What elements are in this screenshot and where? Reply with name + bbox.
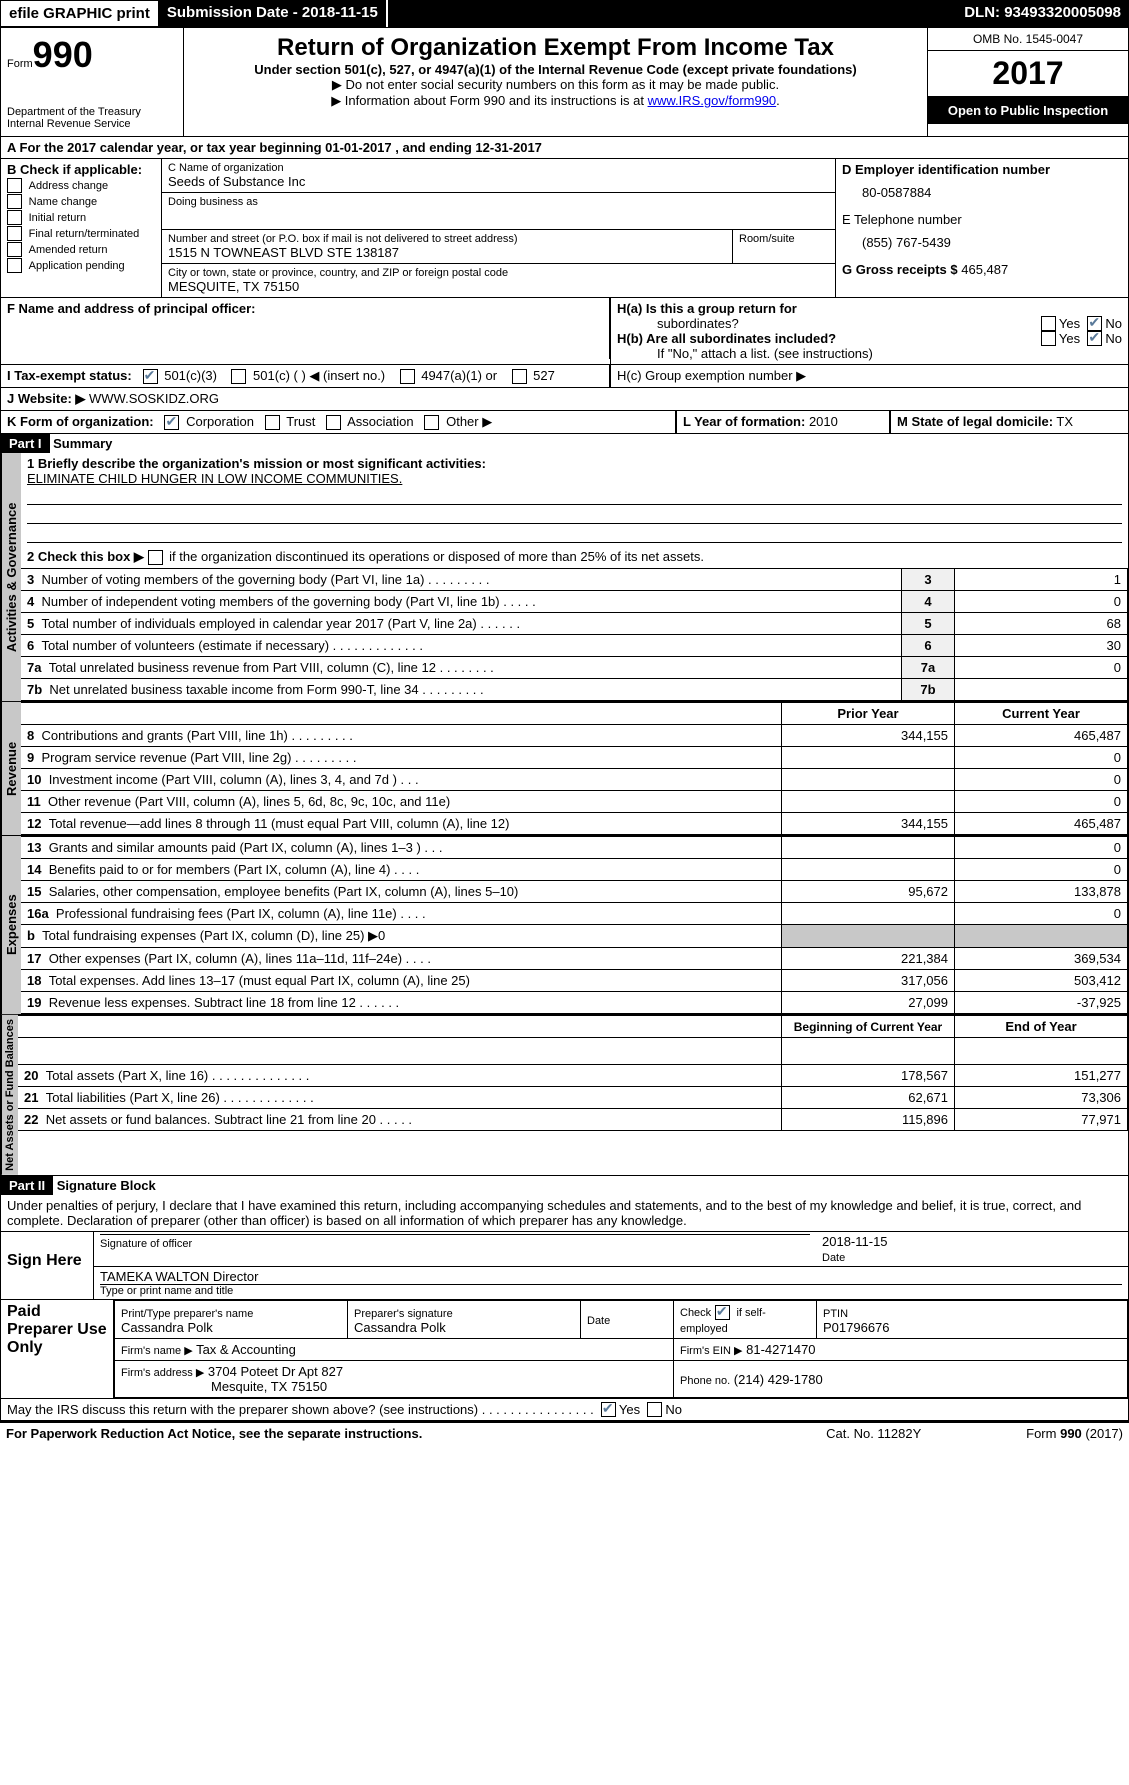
section-l: L Year of formation: 2010 bbox=[676, 411, 890, 433]
omb-number: OMB No. 1545-0047 bbox=[928, 28, 1128, 51]
gross-receipts: G Gross receipts $ 465,487 bbox=[842, 262, 1122, 277]
governance-tab: Activities & Governance bbox=[1, 453, 21, 701]
submission-date: Submission Date - 2018-11-15 bbox=[159, 0, 388, 27]
dept-2: Internal Revenue Service bbox=[7, 118, 177, 130]
4947-checkbox[interactable] bbox=[400, 369, 415, 384]
form-title: Return of Organization Exempt From Incom… bbox=[190, 34, 921, 62]
discuss-yes-checkbox[interactable] bbox=[601, 1402, 616, 1417]
preparer-table: Print/Type preparer's nameCassandra Polk… bbox=[114, 1300, 1128, 1398]
governance-table: 3 Number of voting members of the govern… bbox=[21, 568, 1128, 701]
section-a: A For the 2017 calendar year, or tax yea… bbox=[0, 137, 1129, 159]
discontinued-checkbox[interactable] bbox=[148, 550, 163, 565]
section-f: F Name and address of principal officer: bbox=[1, 298, 610, 359]
netassets-table: Beginning of Current YearEnd of Year20 T… bbox=[18, 1015, 1128, 1131]
part2-header: Part II bbox=[1, 1176, 53, 1195]
officer-name-label: Type or print name and title bbox=[100, 1285, 1122, 1297]
note-1: ▶ Do not enter social security numbers o… bbox=[190, 77, 921, 93]
revenue-tab: Revenue bbox=[1, 702, 21, 835]
part1-title: Summary bbox=[53, 436, 112, 451]
form-header: Form990 Department of the Treasury Inter… bbox=[0, 27, 1129, 137]
org-name-label: C Name of organization bbox=[168, 162, 829, 174]
top-bar: efile GRAPHIC print Submission Date - 20… bbox=[0, 0, 1129, 27]
address: 1515 N TOWNEAST BLVD STE 138187 bbox=[168, 245, 726, 260]
phone-label: E Telephone number bbox=[842, 212, 1122, 227]
527-checkbox[interactable] bbox=[512, 369, 527, 384]
corp-checkbox[interactable] bbox=[164, 415, 179, 430]
discuss-row: May the IRS discuss this return with the… bbox=[0, 1399, 1129, 1421]
sig-officer-label: Signature of officer bbox=[100, 1238, 192, 1250]
org-name: Seeds of Substance Inc bbox=[168, 174, 829, 189]
discuss-no-checkbox[interactable] bbox=[647, 1402, 662, 1417]
sig-date-label: Date bbox=[822, 1252, 845, 1264]
form-number: 990 bbox=[33, 34, 93, 75]
section-j: J Website: ▶ WWW.SOSKIDZ.ORG bbox=[1, 388, 1128, 410]
section-k: K Form of organization: Corporation Trus… bbox=[1, 411, 676, 433]
public-inspection: Open to Public Inspection bbox=[928, 97, 1128, 124]
section-b: B Check if applicable: Address change Na… bbox=[1, 159, 162, 297]
line-2: 2 Check this box ▶ if the organization d… bbox=[21, 546, 1128, 568]
part2-title: Signature Block bbox=[57, 1178, 156, 1193]
other-checkbox[interactable] bbox=[424, 415, 439, 430]
trust-checkbox[interactable] bbox=[265, 415, 280, 430]
declaration: Under penalties of perjury, I declare th… bbox=[0, 1195, 1129, 1232]
revenue-table: Prior YearCurrent Year8 Contributions an… bbox=[21, 702, 1128, 835]
section-h: H(a) Is this a group return for subordin… bbox=[610, 298, 1128, 364]
netassets-tab: Net Assets or Fund Balances bbox=[1, 1015, 18, 1175]
expenses-table: 13 Grants and similar amounts paid (Part… bbox=[21, 836, 1128, 1014]
irs-link[interactable]: www.IRS.gov/form990 bbox=[648, 93, 777, 108]
section-i: I Tax-exempt status: 501(c)(3) 501(c) ( … bbox=[1, 365, 610, 387]
form-prefix: Form bbox=[7, 58, 33, 70]
part1-header: Part I bbox=[1, 434, 50, 453]
line-1: 1 Briefly describe the organization's mi… bbox=[21, 453, 1128, 546]
sig-date: 2018-11-15 bbox=[822, 1234, 888, 1249]
officer-name: TAMEKA WALTON Director bbox=[100, 1269, 1122, 1285]
city: MESQUITE, TX 75150 bbox=[168, 279, 829, 294]
ein-label: D Employer identification number bbox=[842, 162, 1122, 177]
tax-year: 2017 bbox=[928, 51, 1128, 97]
self-employed-checkbox[interactable] bbox=[715, 1305, 730, 1320]
page-footer: For Paperwork Reduction Act Notice, see … bbox=[0, 1421, 1129, 1444]
room-suite-label: Room/suite bbox=[739, 233, 829, 245]
expenses-tab: Expenses bbox=[1, 836, 21, 1014]
phone: (855) 767-5439 bbox=[842, 227, 1122, 262]
dept-1: Department of the Treasury bbox=[7, 106, 177, 118]
city-label: City or town, state or province, country… bbox=[168, 267, 829, 279]
paid-preparer: Paid Preparer Use Only bbox=[1, 1300, 114, 1398]
section-hc: H(c) Group exemption number ▶ bbox=[610, 365, 1128, 387]
note-2: ▶ Information about Form 990 and its ins… bbox=[190, 93, 921, 109]
check-if-applicable: B Check if applicable: bbox=[7, 162, 155, 177]
efile-label: efile GRAPHIC print bbox=[0, 0, 159, 27]
form-subtitle: Under section 501(c), 527, or 4947(a)(1)… bbox=[190, 62, 921, 77]
dln: DLN: 93493320005098 bbox=[956, 0, 1129, 27]
assoc-checkbox[interactable] bbox=[326, 415, 341, 430]
sign-here: Sign Here bbox=[1, 1232, 94, 1299]
501c-checkbox[interactable] bbox=[231, 369, 246, 384]
section-m: M State of legal domicile: TX bbox=[890, 411, 1128, 433]
address-label: Number and street (or P.O. box if mail i… bbox=[168, 233, 726, 245]
form-ref: Form 990 (2017) bbox=[1026, 1426, 1123, 1441]
dba-label: Doing business as bbox=[168, 196, 829, 208]
ein: 80-0587884 bbox=[842, 177, 1122, 212]
501c3-checkbox[interactable] bbox=[143, 369, 158, 384]
